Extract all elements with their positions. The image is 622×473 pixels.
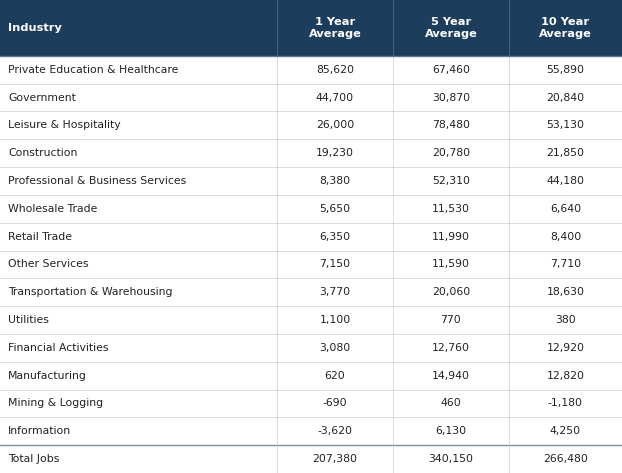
Text: 53,130: 53,130 (546, 120, 585, 131)
Text: 1 Year
Average: 1 Year Average (309, 17, 361, 39)
Text: 11,590: 11,590 (432, 259, 470, 270)
Text: 85,620: 85,620 (316, 65, 354, 75)
Text: 44,180: 44,180 (546, 176, 585, 186)
Text: 5 Year
Average: 5 Year Average (424, 17, 478, 39)
Text: 12,820: 12,820 (546, 371, 585, 381)
Text: 8,380: 8,380 (319, 176, 351, 186)
Text: 1,100: 1,100 (319, 315, 351, 325)
Text: -1,180: -1,180 (548, 398, 583, 409)
Text: Transportation & Warehousing: Transportation & Warehousing (8, 287, 172, 297)
Text: 12,920: 12,920 (546, 343, 585, 353)
Text: Mining & Logging: Mining & Logging (8, 398, 103, 409)
Text: 3,770: 3,770 (319, 287, 351, 297)
Text: 4,250: 4,250 (550, 426, 581, 436)
FancyBboxPatch shape (0, 306, 622, 334)
Text: 7,710: 7,710 (550, 259, 581, 270)
Text: 3,080: 3,080 (319, 343, 351, 353)
Text: 207,380: 207,380 (312, 454, 358, 464)
Text: 11,990: 11,990 (432, 232, 470, 242)
Text: Other Services: Other Services (8, 259, 88, 270)
Text: Private Education & Healthcare: Private Education & Healthcare (8, 65, 179, 75)
Text: 620: 620 (325, 371, 345, 381)
FancyBboxPatch shape (0, 251, 622, 278)
FancyBboxPatch shape (0, 112, 622, 139)
FancyBboxPatch shape (0, 195, 622, 223)
Text: Retail Trade: Retail Trade (8, 232, 72, 242)
Text: 340,150: 340,150 (429, 454, 473, 464)
Text: Construction: Construction (8, 148, 78, 158)
Text: 44,700: 44,700 (316, 93, 354, 103)
Text: 12,760: 12,760 (432, 343, 470, 353)
FancyBboxPatch shape (0, 223, 622, 251)
Text: 380: 380 (555, 315, 576, 325)
Text: Professional & Business Services: Professional & Business Services (8, 176, 187, 186)
Text: Government: Government (8, 93, 76, 103)
Text: 5,650: 5,650 (319, 204, 351, 214)
FancyBboxPatch shape (0, 139, 622, 167)
Text: 8,400: 8,400 (550, 232, 581, 242)
FancyBboxPatch shape (0, 0, 622, 56)
Text: Industry: Industry (8, 23, 62, 33)
FancyBboxPatch shape (0, 390, 622, 417)
Text: 52,310: 52,310 (432, 176, 470, 186)
Text: 20,060: 20,060 (432, 287, 470, 297)
Text: -3,620: -3,620 (317, 426, 353, 436)
Text: 6,130: 6,130 (435, 426, 466, 436)
FancyBboxPatch shape (0, 56, 622, 84)
FancyBboxPatch shape (0, 445, 622, 473)
FancyBboxPatch shape (0, 84, 622, 112)
Text: 7,150: 7,150 (319, 259, 351, 270)
FancyBboxPatch shape (0, 278, 622, 306)
Text: Leisure & Hospitality: Leisure & Hospitality (8, 120, 121, 131)
Text: 19,230: 19,230 (316, 148, 354, 158)
Text: 266,480: 266,480 (543, 454, 588, 464)
Text: 20,840: 20,840 (546, 93, 585, 103)
Text: 770: 770 (440, 315, 462, 325)
Text: -690: -690 (323, 398, 347, 409)
Text: 67,460: 67,460 (432, 65, 470, 75)
Text: 6,640: 6,640 (550, 204, 581, 214)
Text: 14,940: 14,940 (432, 371, 470, 381)
Text: Utilities: Utilities (8, 315, 49, 325)
FancyBboxPatch shape (0, 334, 622, 362)
Text: 30,870: 30,870 (432, 93, 470, 103)
Text: 20,780: 20,780 (432, 148, 470, 158)
Text: 18,630: 18,630 (546, 287, 585, 297)
Text: 6,350: 6,350 (319, 232, 351, 242)
Text: Total Jobs: Total Jobs (8, 454, 60, 464)
Text: 10 Year
Average: 10 Year Average (539, 17, 592, 39)
Text: 26,000: 26,000 (316, 120, 354, 131)
Text: 11,530: 11,530 (432, 204, 470, 214)
Text: 460: 460 (440, 398, 462, 409)
Text: Financial Activities: Financial Activities (8, 343, 109, 353)
Text: Information: Information (8, 426, 71, 436)
Text: 55,890: 55,890 (546, 65, 585, 75)
FancyBboxPatch shape (0, 362, 622, 390)
FancyBboxPatch shape (0, 417, 622, 445)
FancyBboxPatch shape (0, 167, 622, 195)
Text: 78,480: 78,480 (432, 120, 470, 131)
Text: Manufacturing: Manufacturing (8, 371, 87, 381)
Text: Wholesale Trade: Wholesale Trade (8, 204, 98, 214)
Text: 21,850: 21,850 (546, 148, 585, 158)
